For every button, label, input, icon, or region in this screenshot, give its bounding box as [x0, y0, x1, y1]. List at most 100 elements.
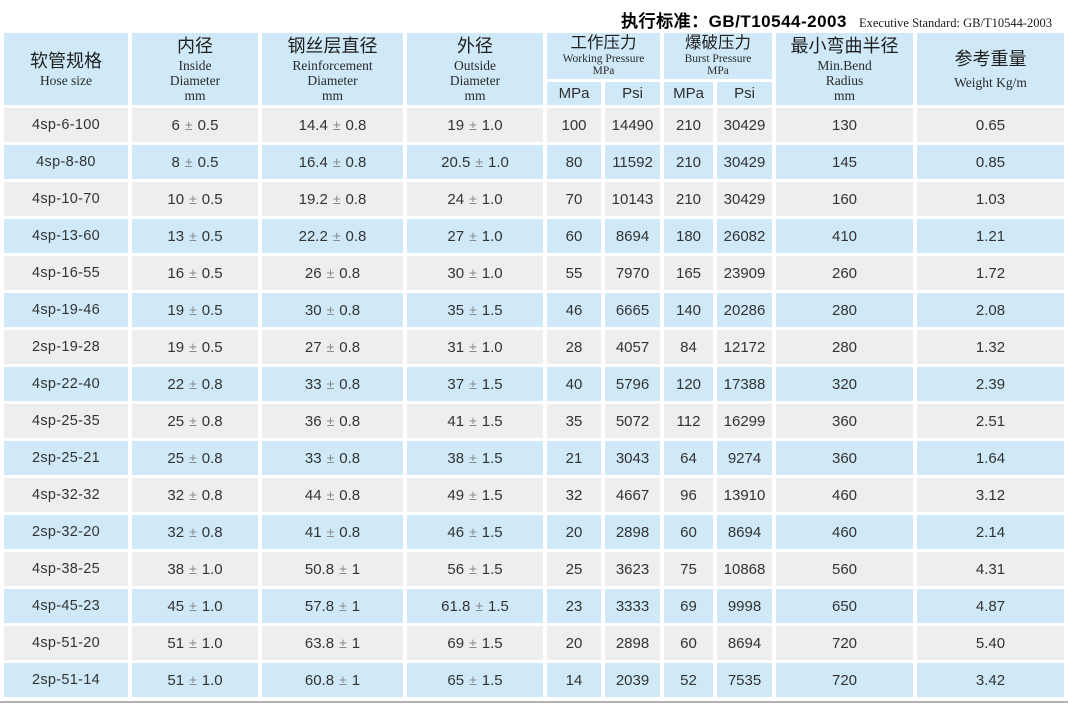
inside-diameter-tolerance: 1.0	[201, 597, 223, 615]
plus-minus-sign: ±	[189, 338, 197, 355]
working-pressure-mpa-cell: 100	[547, 108, 601, 142]
hose-size-cell: 4sp-10-70	[4, 182, 128, 216]
inside-diameter-cell: 32 ±0.8	[132, 478, 258, 512]
outside-diameter-value: 37	[447, 375, 465, 393]
table-row: 4sp-8-80 8 ±0.5 16.4 ±0.8 20.5 ±1.0 80 1159…	[4, 145, 1065, 179]
plus-minus-sign: ±	[332, 227, 341, 244]
reinforcement-diameter-cell: 63.8 ±1	[262, 626, 403, 660]
min-bend-radius-cell: 145	[776, 145, 914, 179]
table-row: 4sp-45-23 45 ±1.0 57.8 ±1 61.8 ±1.5 23 3333…	[4, 589, 1065, 623]
working-pressure-psi-cell: 11592	[605, 145, 660, 179]
working-pressure-mpa-cell: 70	[547, 182, 601, 216]
table-row: 4sp-10-70 10 ±0.5 19.2 ±0.8 24 ±1.0 70 1014…	[4, 182, 1065, 216]
weight-cell: 3.42	[917, 663, 1065, 697]
hose-size-cell: 4sp-6-100	[4, 108, 128, 142]
table-row: 4sp-16-55 16 ±0.5 26 ±0.8 30 ±1.0 55 7970 1…	[4, 256, 1065, 290]
plus-minus-sign: ±	[189, 375, 197, 392]
working-pressure-mpa-cell: 20	[547, 515, 601, 549]
burst-pressure-psi-cell: 8694	[717, 515, 773, 549]
reinforcement-diameter-tolerance: 0.8	[339, 486, 361, 504]
burst-pressure-mpa-cell: 64	[664, 441, 713, 475]
inside-diameter-cell: 8 ±0.5	[132, 145, 258, 179]
reinforcement-diameter-cell: 44 ±0.8	[262, 478, 403, 512]
reinforcement-diameter-tolerance: 1	[351, 560, 361, 578]
burst-pressure-mpa-cell: 120	[664, 367, 713, 401]
plus-minus-sign: ±	[469, 264, 477, 281]
working-pressure-label-en: Working Pressure	[562, 52, 645, 65]
reinforcement-diameter-value: 22.2	[298, 227, 328, 245]
burst-pressure-label-zh: 爆破压力	[685, 33, 751, 52]
reinforcement-diameter-tolerance: 0.8	[339, 264, 361, 282]
burst-pressure-psi-cell: 26082	[717, 219, 773, 253]
reinforcement-diameter-cell: 30 ±0.8	[262, 293, 403, 327]
burst-pressure-unit: MPa	[707, 65, 729, 78]
inside-diameter-value: 38	[167, 560, 185, 578]
outside-diameter-cell: 69 ±1.5	[407, 626, 543, 660]
inside-diameter-value: 32	[167, 523, 185, 541]
min-bend-radius-cell: 360	[776, 404, 914, 438]
reinforcement-diameter-value: 36	[304, 412, 322, 430]
inside-diameter-cell: 10 ±0.5	[132, 182, 258, 216]
plus-minus-sign: ±	[326, 301, 335, 318]
working-pressure-mpa-cell: 14	[547, 663, 601, 697]
min-bend-radius-cell: 410	[776, 219, 914, 253]
col-header-burst-pressure: 爆破压力 Burst Pressure MPa	[664, 33, 773, 79]
inside-diameter-value: 8	[171, 153, 180, 171]
reinforcement-diameter-tolerance: 0.8	[339, 301, 361, 319]
subheader-burst-psi: Psi	[717, 82, 773, 105]
working-pressure-psi-cell: 4057	[605, 330, 660, 364]
inside-diameter-cell: 51 ±1.0	[132, 626, 258, 660]
plus-minus-sign: ±	[469, 116, 477, 133]
reinforcement-diameter-value: 33	[304, 449, 322, 467]
inside-diameter-tolerance: 1.0	[201, 634, 223, 652]
weight-cell: 2.39	[917, 367, 1065, 401]
hose-size-cell: 4sp-8-80	[4, 145, 128, 179]
outside-diameter-label-en1: Outside	[454, 57, 496, 73]
reinforcement-diameter-value: 41	[304, 523, 322, 541]
working-pressure-mpa-cell: 60	[547, 219, 601, 253]
table-row: 2sp-19-28 19 ±0.5 27 ±0.8 31 ±1.0 28 4057 8…	[4, 330, 1065, 364]
working-pressure-mpa-cell: 80	[547, 145, 601, 179]
weight-cell: 5.40	[917, 626, 1065, 660]
burst-pressure-psi-cell: 20286	[717, 293, 773, 327]
burst-pressure-psi-cell: 9274	[717, 441, 773, 475]
plus-minus-sign: ±	[469, 301, 477, 318]
weight-cell: 4.87	[917, 589, 1065, 623]
reinforcement-diameter-value: 30	[304, 301, 322, 319]
reinforcement-diameter-tolerance: 0.8	[339, 375, 361, 393]
working-pressure-mpa-cell: 23	[547, 589, 601, 623]
reinforcement-diameter-tolerance: 1	[351, 671, 361, 689]
reinforcement-diameter-cell: 33 ±0.8	[262, 367, 403, 401]
inside-diameter-tolerance: 0.8	[201, 375, 223, 393]
reinforcement-diameter-tolerance: 1	[351, 634, 361, 652]
reinforcement-diameter-tolerance: 0.8	[339, 523, 361, 541]
min-bend-radius-cell: 130	[776, 108, 914, 142]
working-pressure-mpa-cell: 28	[547, 330, 601, 364]
burst-pressure-psi-cell: 7535	[717, 663, 773, 697]
reinforcement-label-zh: 钢丝层直径	[287, 36, 378, 57]
plus-minus-sign: ±	[326, 412, 335, 429]
inside-diameter-tolerance: 0.5	[201, 190, 223, 208]
burst-pressure-mpa-cell: 60	[664, 515, 713, 549]
working-pressure-psi-cell: 2039	[605, 663, 660, 697]
inside-diameter-value: 13	[167, 227, 185, 245]
plus-minus-sign: ±	[326, 338, 335, 355]
plus-minus-sign: ±	[469, 190, 477, 207]
hose-size-cell: 4sp-16-55	[4, 256, 128, 290]
weight-cell: 1.64	[917, 441, 1065, 475]
col-header-hose-size: 软管规格 Hose size	[4, 33, 128, 105]
reinforcement-label-en1: Reinforcement	[292, 57, 373, 73]
subheader-burst-mpa: MPa	[664, 82, 713, 105]
inside-diameter-tolerance: 0.8	[201, 449, 223, 467]
reinforcement-diameter-tolerance: 0.8	[345, 190, 367, 208]
table-row: 4sp-13-60 13 ±0.5 22.2 ±0.8 27 ±1.0 60 8694…	[4, 219, 1065, 253]
min-bend-radius-cell: 560	[776, 552, 914, 586]
inside-diameter-value: 32	[167, 486, 185, 504]
plus-minus-sign: ±	[469, 523, 477, 540]
burst-pressure-psi-cell: 13910	[717, 478, 773, 512]
table-row: 4sp-51-20 51 ±1.0 63.8 ±1 69 ±1.5 20 2898 6…	[4, 626, 1065, 660]
outside-diameter-tolerance: 1.0	[481, 227, 503, 245]
reinforcement-diameter-cell: 41 ±0.8	[262, 515, 403, 549]
hose-size-cell: 4sp-13-60	[4, 219, 128, 253]
outside-diameter-cell: 24 ±1.0	[407, 182, 543, 216]
